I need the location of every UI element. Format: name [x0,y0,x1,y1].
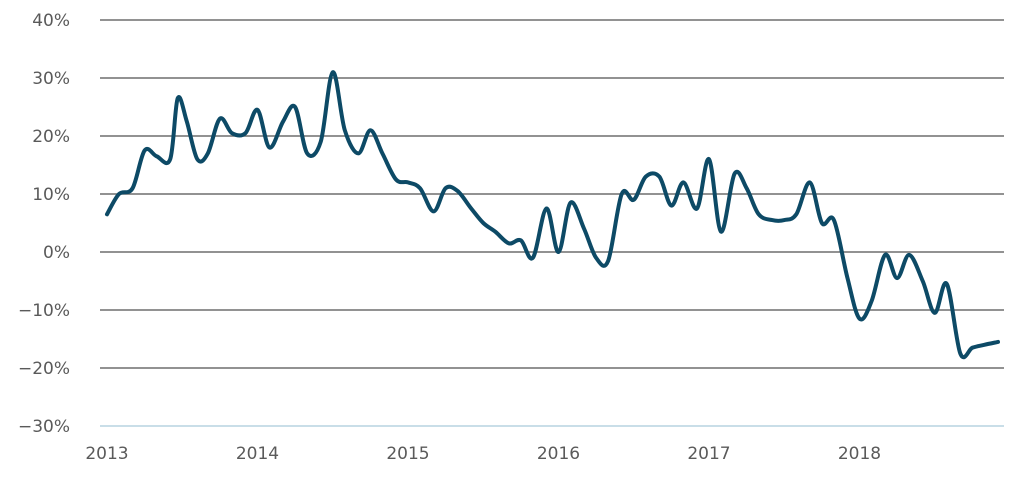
x-tick-label: 2014 [236,444,279,464]
y-tick-label: 20% [32,127,70,147]
x-tick-label: 2018 [838,444,881,464]
x-tick-label: 2015 [386,444,429,464]
y-tick-label: 0% [43,243,70,263]
y-tick-label: −20% [18,359,70,379]
x-tick-label: 2017 [687,444,730,464]
y-axis-ticks: 40% 30% 20% 10% 0% −10% −20% −30% [18,11,70,437]
y-tick-label: 40% [32,11,70,31]
gridlines [100,19,1004,427]
y-tick-label: 30% [32,69,70,89]
x-tick-label: 2013 [85,444,128,464]
x-tick-label: 2016 [537,444,580,464]
y-tick-label: −10% [18,301,70,321]
y-tick-label: 10% [32,185,70,205]
y-tick-label: −30% [18,417,70,437]
x-axis-ticks: 2013 2014 2015 2016 2017 2018 [85,444,881,464]
series-line [105,70,1000,360]
